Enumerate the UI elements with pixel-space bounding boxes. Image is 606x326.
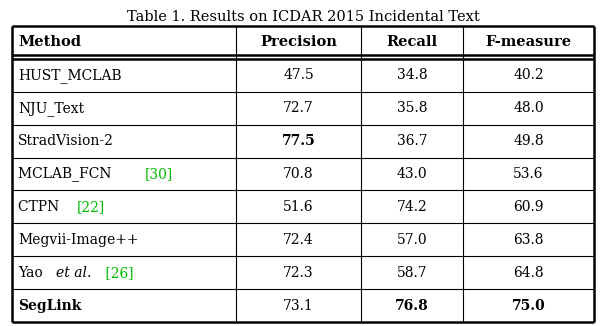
Text: 36.7: 36.7 [397, 134, 427, 148]
Text: 73.1: 73.1 [283, 299, 314, 313]
Text: 49.8: 49.8 [513, 134, 544, 148]
Text: 70.8: 70.8 [284, 167, 314, 181]
Text: [30]: [30] [144, 167, 173, 181]
Text: Table 1. Results on ICDAR 2015 Incidental Text: Table 1. Results on ICDAR 2015 Incidenta… [127, 10, 479, 24]
Text: 40.2: 40.2 [513, 68, 544, 82]
Text: Yao: Yao [18, 266, 47, 280]
Text: 51.6: 51.6 [284, 200, 314, 214]
Text: [22]: [22] [77, 200, 105, 214]
Text: et al.: et al. [56, 266, 91, 280]
Text: 72.7: 72.7 [283, 101, 314, 115]
Text: MCLAB_FCN: MCLAB_FCN [18, 167, 116, 182]
Text: 35.8: 35.8 [397, 101, 427, 115]
Text: 60.9: 60.9 [513, 200, 544, 214]
Text: 47.5: 47.5 [283, 68, 314, 82]
Text: Megvii-Image++: Megvii-Image++ [18, 233, 139, 247]
Text: 72.3: 72.3 [284, 266, 314, 280]
Text: NJU_Text: NJU_Text [18, 101, 84, 116]
Text: HUST_MCLAB: HUST_MCLAB [18, 68, 122, 83]
Text: 34.8: 34.8 [397, 68, 427, 82]
Text: 64.8: 64.8 [513, 266, 544, 280]
Text: 72.4: 72.4 [283, 233, 314, 247]
Text: 57.0: 57.0 [397, 233, 427, 247]
Text: [26]: [26] [101, 266, 134, 280]
Text: 74.2: 74.2 [397, 200, 427, 214]
Text: 48.0: 48.0 [513, 101, 544, 115]
Text: Precision: Precision [260, 36, 337, 50]
Text: 43.0: 43.0 [397, 167, 427, 181]
Text: 53.6: 53.6 [513, 167, 544, 181]
Text: F-measure: F-measure [485, 36, 571, 50]
Text: CTPN: CTPN [18, 200, 64, 214]
Text: 77.5: 77.5 [282, 134, 316, 148]
Text: Recall: Recall [387, 36, 438, 50]
Text: Method: Method [18, 36, 81, 50]
Text: 58.7: 58.7 [397, 266, 427, 280]
Text: SegLink: SegLink [18, 299, 81, 313]
Text: 76.8: 76.8 [395, 299, 429, 313]
Text: 63.8: 63.8 [513, 233, 544, 247]
Text: 75.0: 75.0 [511, 299, 545, 313]
Text: StradVision-2: StradVision-2 [18, 134, 114, 148]
